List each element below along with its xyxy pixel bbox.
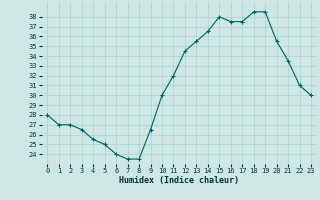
X-axis label: Humidex (Indice chaleur): Humidex (Indice chaleur)	[119, 176, 239, 185]
